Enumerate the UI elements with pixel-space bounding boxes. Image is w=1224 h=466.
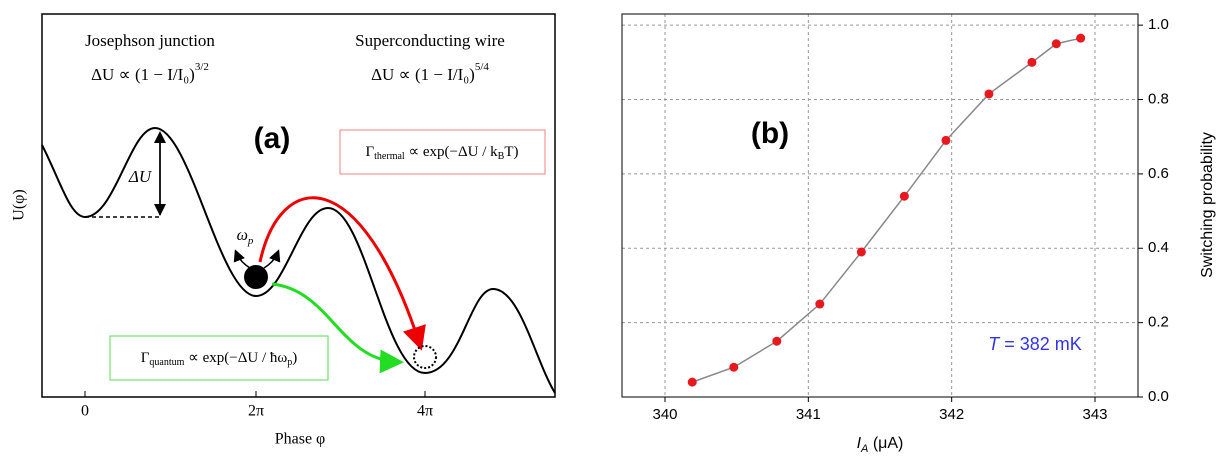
oscillation-arrow — [263, 249, 281, 269]
exponent: 5/4 — [475, 61, 490, 73]
rhs: ∝ exp(−ΔU / ħω — [184, 350, 287, 366]
y-tick-label: 0.0 — [1148, 388, 1169, 405]
y-tick-label: 0.4 — [1148, 239, 1169, 256]
y-tick-label: 0.6 — [1148, 165, 1169, 182]
x-tick-label: 341 — [796, 406, 821, 423]
base: ΔU ∝ (1 − I/I₀) — [371, 65, 475, 84]
point — [1027, 57, 1037, 67]
symbol: Γ — [365, 144, 374, 160]
point — [984, 89, 994, 99]
subscript: p — [287, 357, 292, 368]
final-state — [413, 345, 437, 369]
thermal-box — [339, 129, 546, 175]
point — [772, 336, 782, 346]
right-formula: ΔU ∝ (1 − I/I₀)5/4 — [371, 61, 489, 84]
point — [941, 135, 951, 145]
frequency-label: ωp — [237, 227, 254, 247]
annotation: T = 382 mK — [988, 334, 1082, 354]
x-tick-label: 2π — [248, 403, 264, 420]
symbol: T — [988, 334, 1001, 354]
subscript: A — [860, 443, 868, 455]
y-tick-label: 1.0 — [1148, 16, 1169, 33]
thermal-path — [258, 196, 426, 351]
particle — [244, 265, 268, 289]
left-formula: ΔU ∝ (1 − I/I₀)3/2 — [91, 61, 209, 84]
line — [691, 37, 1081, 383]
y-tick-label: 0.8 — [1148, 90, 1169, 107]
y-axis-label: U(φ) — [11, 189, 28, 220]
subscript: p — [247, 235, 254, 247]
rhs-end: ) — [292, 350, 297, 366]
point — [1076, 33, 1086, 43]
point — [856, 247, 866, 257]
rhs: ∝ exp(−ΔU / k — [405, 144, 498, 160]
y-tick-label: 0.2 — [1148, 314, 1169, 331]
subscript: quantum — [149, 357, 184, 368]
x-tick-label: 343 — [1082, 406, 1107, 423]
right-title: Superconducting wire — [355, 31, 505, 50]
thermal-rate: Γthermal ∝ exp(−ΔU / kBT) — [365, 144, 518, 162]
quantum-rate: Γquantum ∝ exp(−ΔU / ħωp) — [141, 350, 298, 368]
panel-b: (b) IA (μA) Switching probability 0.0 0.2… — [621, 13, 1216, 455]
point — [899, 191, 909, 201]
x-tick-label: 342 — [939, 406, 964, 423]
point — [815, 299, 825, 309]
exponent: 3/2 — [195, 61, 209, 73]
x-tick-label: 4π — [417, 403, 433, 420]
quantum-box — [109, 335, 329, 381]
plot-frame — [621, 13, 1139, 398]
subscript: thermal — [374, 151, 405, 162]
x-tick-label: 0 — [81, 403, 89, 420]
symbol: ω — [237, 227, 248, 244]
symbol: Γ — [141, 350, 150, 366]
y-axis-label: Switching probability — [1199, 132, 1216, 278]
x-axis-label: IA (μA) — [857, 435, 904, 455]
potential-curve — [41, 126, 556, 394]
panel-label: (a) — [254, 122, 291, 155]
point — [729, 362, 739, 372]
panel-a: ΔU ωp Γthermal ∝ exp(−ΔU / kBT) Γquantum… — [11, 13, 556, 448]
base: ΔU ∝ (1 − I/I₀) — [91, 65, 195, 84]
text: = 382 mK — [999, 334, 1082, 354]
quantum-path — [271, 282, 404, 374]
left-title: Josephson junction — [85, 31, 215, 50]
x-axis-label: Phase φ — [275, 431, 326, 448]
symbol: I — [857, 435, 862, 452]
oscillation-arrow — [233, 249, 251, 269]
frame — [41, 13, 556, 398]
point — [687, 377, 697, 387]
subscript: B — [498, 151, 505, 162]
unit: (μA) — [868, 435, 903, 452]
rhs-end: T) — [504, 144, 518, 160]
x-tick-label: 340 — [652, 406, 677, 423]
barrier-label: ΔU — [128, 167, 153, 186]
point — [1051, 39, 1061, 49]
panel-label: (b) — [751, 117, 789, 150]
